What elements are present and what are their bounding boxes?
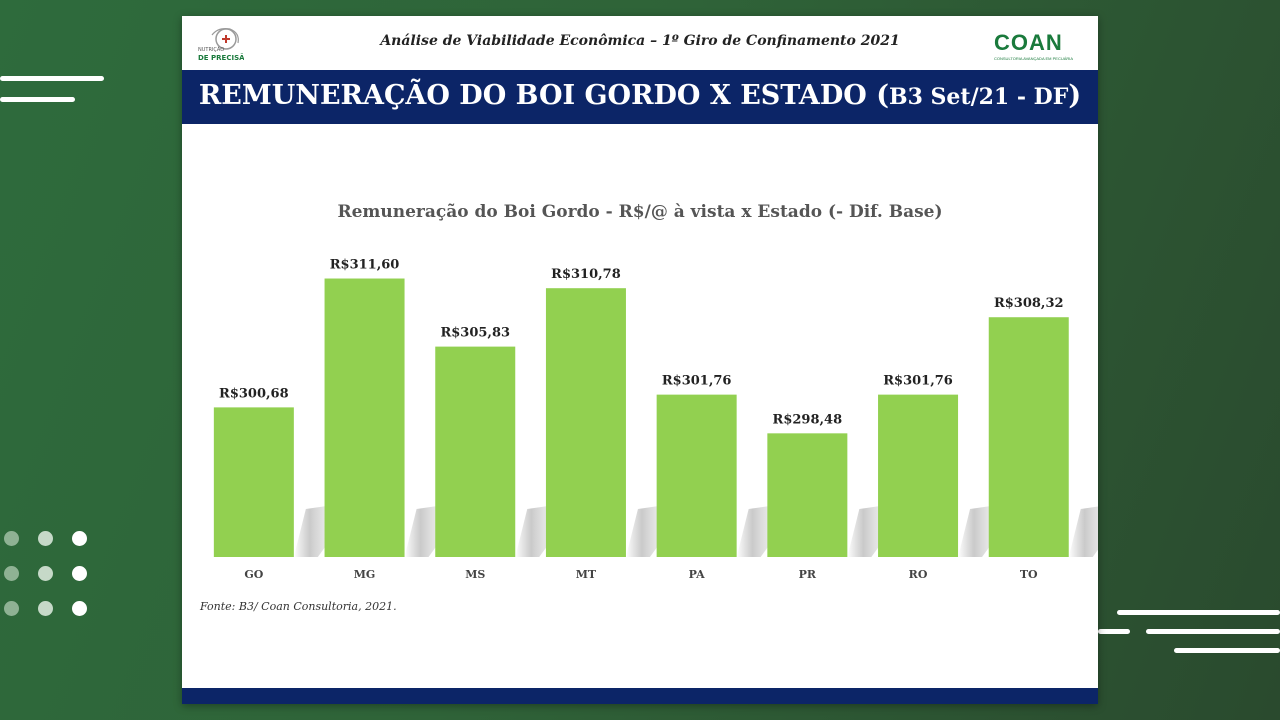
decor-dot xyxy=(4,566,19,581)
x-axis-tick-labels: GO MG MS MT PA PR RO TO xyxy=(244,568,1038,581)
title-band: REMUNERAÇÃO DO BOI GORDO X ESTADO (B3 Se… xyxy=(182,70,1098,124)
decor-line-bottom-4 xyxy=(1174,648,1280,653)
bar-go xyxy=(213,407,294,557)
data-label-pa: R$301,76 xyxy=(662,374,732,389)
source-note: Fonte: B3/ Coan Consultoria, 2021. xyxy=(200,600,397,613)
bar-shadow xyxy=(958,505,999,557)
bottom-band xyxy=(182,688,1098,704)
svg-text:COAN: COAN xyxy=(994,30,1063,55)
data-label-go: R$300,68 xyxy=(219,386,289,401)
header-subtitle: Análise de Viabilidade Econômica – 1º Gi… xyxy=(380,33,900,49)
data-label-ro: R$301,76 xyxy=(883,374,953,389)
decor-dot xyxy=(72,531,87,546)
x-tick-pr: PR xyxy=(799,568,817,581)
data-labels: R$300,68 R$311,60 R$305,83 R$310,78 R$301,76… xyxy=(219,258,1064,428)
decor-dots xyxy=(4,531,88,616)
x-tick-pa: PA xyxy=(689,568,705,581)
slide-title: REMUNERAÇÃO DO BOI GORDO X ESTADO (B3 Se… xyxy=(182,80,1098,111)
bar-shadows xyxy=(293,505,1098,557)
bar-shadow xyxy=(515,505,556,557)
bar-shadow xyxy=(736,505,777,557)
decor-dot xyxy=(38,601,53,616)
decor-line-top-2 xyxy=(0,97,75,102)
svg-text:DE PRECISÃO: DE PRECISÃO xyxy=(198,53,244,62)
bar-mt xyxy=(545,288,626,557)
bar-shadow xyxy=(293,505,334,557)
bar-shadow xyxy=(625,505,666,557)
slide: NUTRIÇÃO DE PRECISÃO Análise de Viabilid… xyxy=(182,16,1098,704)
nutricao-de-precisao-logo: NUTRIÇÃO DE PRECISÃO xyxy=(198,28,244,62)
x-tick-to: TO xyxy=(1020,568,1038,581)
data-label-mg: R$311,60 xyxy=(330,258,400,273)
bar-ms xyxy=(435,346,516,557)
coan-logo: COAN CONSULTORIA AVANÇADA EM PECUÁRIA xyxy=(994,30,1073,61)
decor-line-bottom-3 xyxy=(1146,629,1280,634)
data-label-to: R$308,32 xyxy=(994,296,1064,311)
x-tick-ms: MS xyxy=(465,568,485,581)
decor-dot xyxy=(72,601,87,616)
x-tick-go: GO xyxy=(244,568,263,581)
bar-mg xyxy=(324,278,405,557)
decor-dot xyxy=(4,531,19,546)
bar-chart: R$300,68 R$311,60 R$305,83 R$310,78 R$301,76… xyxy=(213,258,1098,581)
bar-shadow xyxy=(404,505,445,557)
slide-title-paren-close: ) xyxy=(1068,80,1082,111)
x-tick-mt: MT xyxy=(576,568,597,581)
decor-line-top-1 xyxy=(0,76,104,81)
slide-header: NUTRIÇÃO DE PRECISÃO Análise de Viabilid… xyxy=(182,16,1098,70)
bars xyxy=(213,278,1069,557)
bar-pa xyxy=(656,394,737,557)
chart-title: Remuneração do Boi Gordo - R$/@ à vista … xyxy=(337,202,943,222)
decor-dot xyxy=(72,566,87,581)
slide-title-sub: B3 Set/21 - DF xyxy=(888,84,1069,110)
decor-line-bottom-2 xyxy=(1098,629,1130,634)
data-label-pr: R$298,48 xyxy=(773,412,843,427)
slide-title-main: REMUNERAÇÃO DO BOI GORDO X ESTADO xyxy=(198,80,867,111)
x-tick-ro: RO xyxy=(909,568,928,581)
svg-text:CONSULTORIA AVANÇADA EM PECUÁR: CONSULTORIA AVANÇADA EM PECUÁRIA xyxy=(994,56,1073,61)
svg-text:NUTRIÇÃO: NUTRIÇÃO xyxy=(198,46,224,53)
x-tick-mg: MG xyxy=(354,568,376,581)
bar-pr xyxy=(767,433,848,557)
bar-shadow xyxy=(847,505,888,557)
decor-dot xyxy=(38,531,53,546)
bar-ro xyxy=(878,394,959,557)
decor-line-bottom-1 xyxy=(1117,610,1280,615)
decor-dot xyxy=(4,601,19,616)
bar-to xyxy=(988,317,1069,557)
decor-dot xyxy=(38,566,53,581)
slide-title-paren-open: ( xyxy=(876,80,889,111)
data-label-mt: R$310,78 xyxy=(551,267,621,282)
bar-shadow xyxy=(1068,506,1098,557)
data-label-ms: R$305,83 xyxy=(440,326,510,341)
